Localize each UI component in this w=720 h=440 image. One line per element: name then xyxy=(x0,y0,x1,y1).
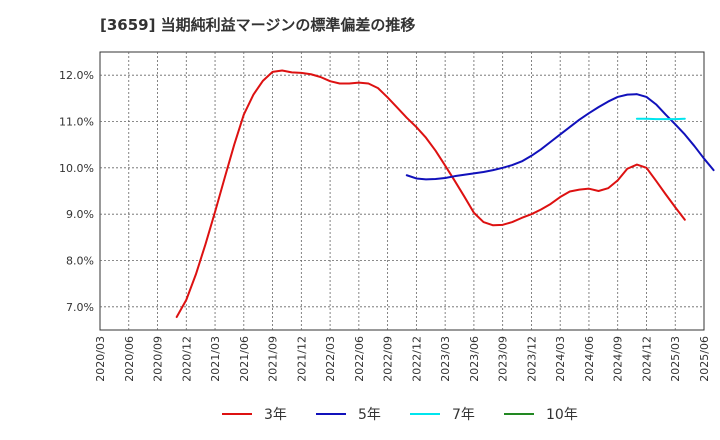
x-tick-label: 2023/09 xyxy=(497,336,510,382)
y-tick-label: 7.0% xyxy=(66,301,94,314)
x-tick-label: 2020/06 xyxy=(123,336,136,382)
x-tick-label: 2024/09 xyxy=(612,336,625,382)
plot-area xyxy=(99,51,705,331)
y-tick-label: 11.0% xyxy=(59,116,94,129)
y-tick-label: 12.0% xyxy=(59,69,94,82)
chart-title: [3659] 当期純利益マージンの標準偏差の推移 xyxy=(100,16,415,34)
x-tick-label: 2022/12 xyxy=(410,336,423,382)
x-tick-label: 2021/09 xyxy=(267,336,280,382)
x-tick-label: 2022/09 xyxy=(382,336,395,382)
x-tick-label: 2022/03 xyxy=(324,336,337,382)
x-tick-label: 2020/09 xyxy=(152,336,165,382)
series-lines xyxy=(175,69,715,319)
legend-label: 7年 xyxy=(452,407,475,423)
x-tick-label: 2023/03 xyxy=(439,336,452,382)
x-tick-label: 2024/12 xyxy=(640,336,653,382)
x-tick-label: 2023/06 xyxy=(468,336,481,382)
legend-label: 3年 xyxy=(264,407,287,423)
x-tick-label: 2025/03 xyxy=(669,336,682,382)
x-tick-label: 2020/12 xyxy=(180,336,193,382)
y-tick-label: 8.0% xyxy=(66,255,94,268)
series-line-5年 xyxy=(405,93,715,181)
x-tick-label: 2021/06 xyxy=(238,336,251,382)
y-tick-label: 9.0% xyxy=(66,208,94,221)
x-tick-label: 2024/06 xyxy=(583,336,596,382)
legend-label: 5年 xyxy=(358,407,381,423)
x-axis-ticks: 2020/03 2020/06 2020/09 2020/12 2021/03 2021/… xyxy=(94,336,711,382)
x-tick-label: 2022/06 xyxy=(353,336,366,382)
x-tick-label: 2023/12 xyxy=(525,336,538,382)
x-tick-label: 2020/03 xyxy=(94,336,107,382)
x-tick-label: 2024/03 xyxy=(554,336,567,382)
y-axis-ticks: 7.0% 8.0% 9.0% 10.0% 11.0% 12.0% xyxy=(59,69,94,314)
x-tick-label: 2025/06 xyxy=(698,336,711,382)
x-tick-label: 2021/03 xyxy=(209,336,222,382)
legend-label: 10年 xyxy=(546,407,578,423)
legend: 3年 5年 7年 10年 xyxy=(222,407,578,423)
x-tick-label: 2021/12 xyxy=(295,336,308,382)
series-line-3年 xyxy=(175,69,686,319)
y-tick-label: 10.0% xyxy=(59,162,94,175)
